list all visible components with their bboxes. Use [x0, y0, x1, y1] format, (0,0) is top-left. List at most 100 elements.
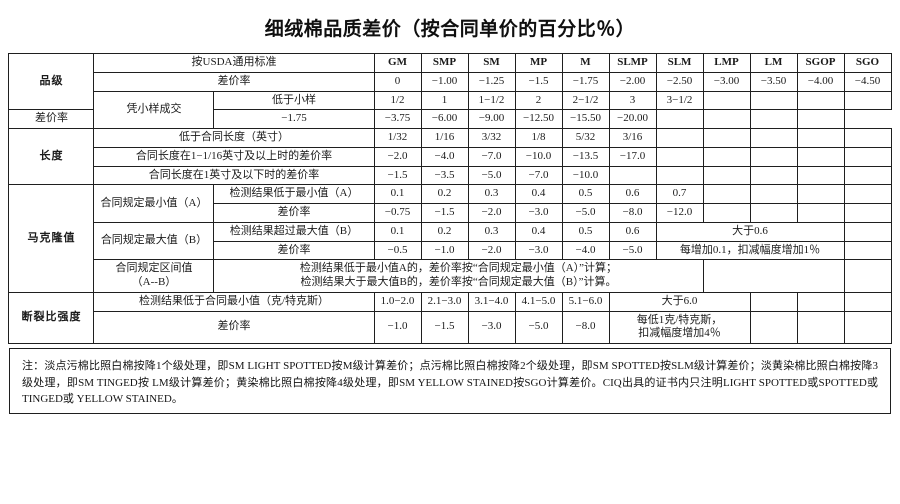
sample-below-value: 1	[420, 90, 469, 111]
length-above-value: −2.0	[373, 146, 422, 167]
empty-cell	[843, 259, 892, 293]
empty-cell	[749, 90, 798, 111]
empty-cell	[655, 128, 704, 148]
mic-max-detect-value: 0.4	[514, 221, 563, 242]
column-header-sm: SM	[467, 53, 516, 73]
empty-cell	[843, 146, 892, 167]
mic-interval-row: 合同规定区间值 （A--B） 检测结果低于最小值A的，差价率按“合同规定最小值（…	[9, 259, 892, 293]
empty-cell	[749, 291, 798, 312]
mic-max-rate-value: −0.5	[373, 240, 422, 261]
grade-rate-value: −1.75	[561, 71, 610, 92]
mic-min-detect-row: 马克隆值 合同规定最小值（A） 检测结果低于最小值（A） 0.1 0.2 0.3…	[8, 184, 892, 293]
grade-rate-value: −4.50	[843, 71, 892, 92]
category-length: 长度	[8, 127, 95, 186]
strength-rate-note: 每低1克/特克斯， 扣减幅度增加4％	[608, 310, 751, 344]
sample-below-value: 2−1/2	[561, 90, 610, 111]
mic-max-rate-value: −4.0	[561, 240, 610, 261]
column-header-sgo: SGO	[843, 53, 892, 73]
strength-rate-value: −1.0	[373, 310, 422, 344]
empty-cell	[796, 90, 845, 111]
grade-rate-value: −2.00	[608, 71, 657, 92]
sample-rate-value: −15.50	[561, 109, 610, 129]
mic-max-rate-value: −1.0	[420, 240, 469, 261]
empty-cell	[702, 184, 751, 204]
empty-cell	[749, 203, 798, 223]
empty-cell	[843, 128, 892, 148]
mic-max-detect-value: 0.1	[373, 221, 422, 242]
sample-below-value: 1−1/2	[467, 90, 516, 111]
strength-rate-label: 差价率	[93, 310, 375, 344]
strength-rate-value: −1.5	[420, 310, 469, 344]
length-below-value: 5/32	[561, 128, 610, 148]
grade-rate-value: −3.50	[749, 71, 798, 92]
grade-rate-value: −3.00	[702, 71, 751, 92]
empty-cell	[702, 90, 751, 111]
empty-cell	[796, 128, 845, 148]
empty-cell	[749, 184, 798, 204]
empty-cell	[843, 240, 892, 261]
mic-max-detect-value: 0.3	[467, 221, 516, 242]
mic-min-rate-row: 差价率 −0.75 −1.5 −2.0 −3.0 −5.0 −8.0 −12.0	[9, 203, 892, 223]
length-above-value: −10.0	[514, 146, 563, 167]
mic-min-rate-value: −1.5	[420, 203, 469, 223]
empty-cell	[843, 221, 892, 242]
length-above-value: −17.0	[608, 146, 657, 167]
empty-cell	[702, 146, 751, 167]
length-under-value: −3.5	[420, 165, 469, 186]
sample-rate-value: −9.00	[467, 109, 516, 129]
strength-detect-value: 3.1−4.0	[467, 291, 516, 312]
strength-detect-row: 断裂比强度 检测结果低于合同最小值（克/特克斯） 1.0−2.0 2.1−3.0…	[8, 291, 892, 345]
grade-rate-value: 0	[373, 71, 422, 92]
mic-max-rate-value: −2.0	[467, 240, 516, 261]
strength-rate-value: −3.0	[467, 310, 516, 344]
mic-min-detect-value: 0.6	[608, 184, 657, 204]
category-grade: 品级	[8, 52, 95, 111]
sample-rate-value: −1.75	[213, 109, 375, 129]
mic-max-detect-value: 0.6	[608, 221, 657, 242]
mic-max-rate-row: 差价率 −0.5 −1.0 −2.0 −3.0 −4.0 −5.0 每增加0.1…	[9, 240, 892, 261]
sample-below-row: 凭小样成交 低于小样 1/2 1 1−1/2 2 2−1/2 3 3−1/2	[9, 90, 892, 129]
mic-max-rate-value: −3.0	[514, 240, 563, 261]
strength-detect-value: 2.1−3.0	[420, 291, 469, 312]
sample-rate-value: −3.75	[373, 109, 422, 129]
length-below-value: 1/16	[420, 128, 469, 148]
mic-min-group-label: 合同规定最小值（A）	[93, 184, 215, 223]
mic-interval-label-line1: 合同规定区间值	[115, 262, 193, 275]
mic-min-rate-value: −0.75	[373, 203, 422, 223]
length-under-value: −1.5	[373, 165, 422, 186]
empty-cell	[796, 184, 845, 204]
column-header-sgop: SGOP	[796, 53, 845, 73]
column-header-lmp: LMP	[702, 53, 751, 73]
empty-cell	[655, 165, 704, 186]
empty-cell	[749, 165, 798, 186]
length-above-row: 合同长度在1−1/16英寸及以上时的差价率 −2.0 −4.0 −7.0 −10…	[9, 146, 892, 167]
sample-rate-value: −20.00	[608, 109, 657, 129]
length-under-value: −7.0	[514, 165, 563, 186]
length-above-value: −7.0	[467, 146, 516, 167]
empty-cell	[843, 291, 892, 312]
empty-cell	[702, 259, 845, 293]
column-header-mp: MP	[514, 53, 563, 73]
mic-min-detect-value: 0.1	[373, 184, 422, 204]
length-below-value: 3/32	[467, 128, 516, 148]
column-header-m: M	[561, 53, 610, 73]
grade-rate-value: −1.5	[514, 71, 563, 92]
mic-min-detect-value: 0.2	[420, 184, 469, 204]
empty-cell	[702, 203, 751, 223]
empty-cell	[749, 310, 798, 344]
mic-min-detect-value: 0.3	[467, 184, 516, 204]
strength-detect-label: 检测结果低于合同最小值（克/特克斯）	[93, 291, 375, 312]
empty-cell	[655, 109, 704, 129]
mic-min-detect-value: 0.7	[655, 184, 704, 204]
strength-rate-note-line2: 扣减幅度增加4％	[638, 327, 721, 340]
quality-price-difference-table: 品级 按USDA通用标准 GM SMP SM MP M SLMP SLM LMP…	[8, 52, 892, 345]
mic-max-group-label: 合同规定最大值（B）	[93, 221, 215, 261]
usda-standard-label: 按USDA通用标准	[93, 53, 375, 73]
sample-rate-value: −12.50	[514, 109, 563, 129]
mic-max-rate-note: 每增加0.1，扣减幅度增加1％	[655, 240, 845, 261]
mic-max-detect-note: 大于0.6	[655, 221, 845, 242]
length-below-row: 长度 低于合同长度（英寸） 1/32 1/16 3/32 1/8 5/32 3/…	[8, 127, 892, 186]
empty-cell	[843, 203, 892, 223]
mic-interval-text: 检测结果低于最小值A的，差价率按“合同规定最小值（A）”计算； 检测结果大于最大…	[213, 259, 704, 293]
